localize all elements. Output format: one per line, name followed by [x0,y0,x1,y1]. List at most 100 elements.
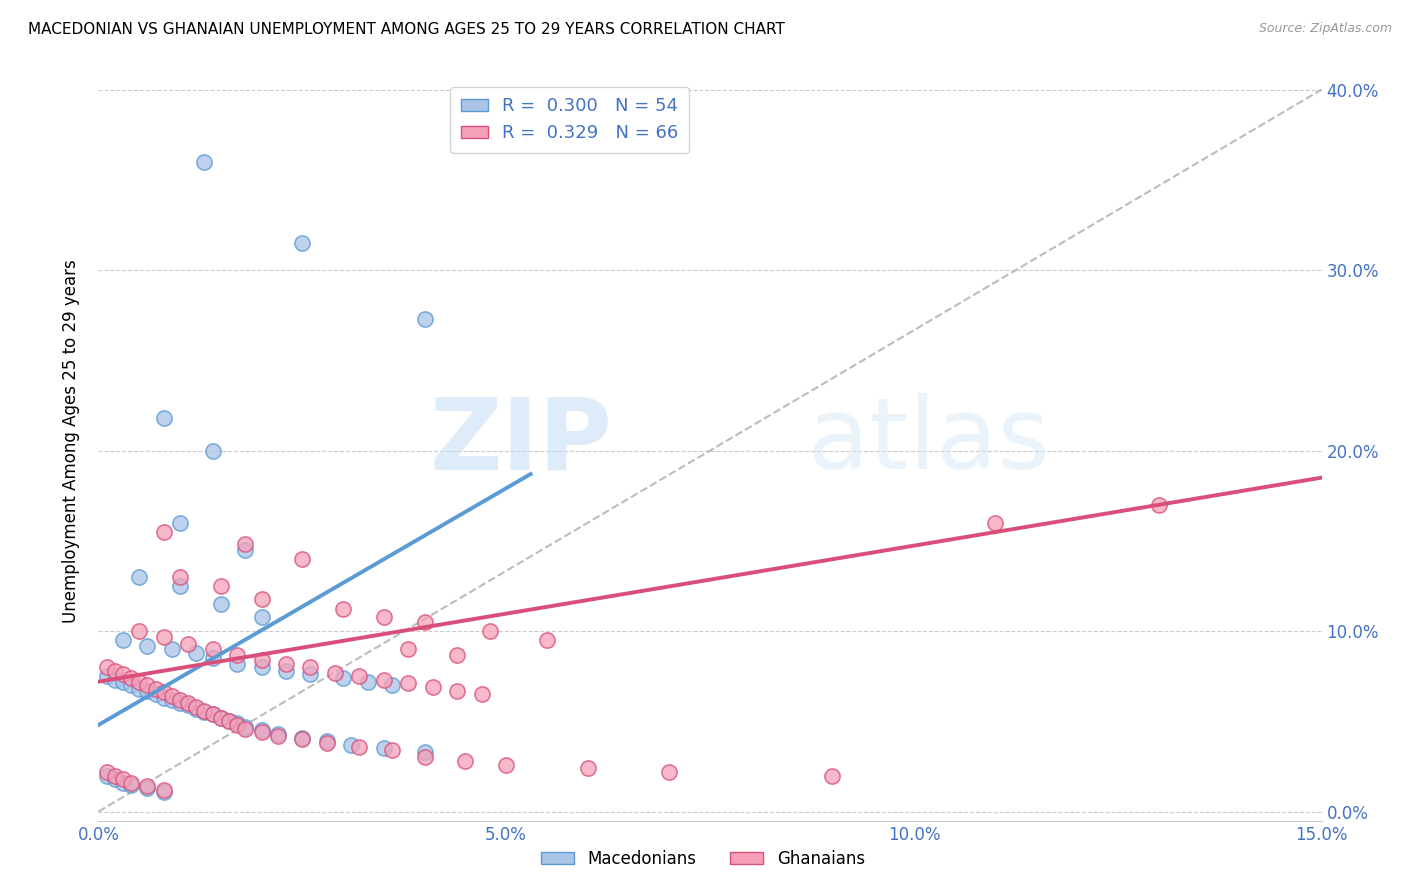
Point [349,739,371,754]
Point [315,734,337,748]
Point [373,741,395,756]
Point [193,706,215,720]
Point [136,639,159,653]
Point [267,729,290,743]
Point [356,674,378,689]
Point [96,764,118,779]
Point [201,651,224,665]
Point [299,667,322,681]
Point [373,673,395,687]
Point [226,648,249,662]
Point [136,780,159,794]
Point [128,681,150,696]
Point [193,704,215,718]
Point [576,761,599,775]
Point [177,698,200,712]
Point [291,731,314,745]
Point [104,768,127,782]
Point [274,657,297,671]
Point [152,524,174,539]
Text: ZIP: ZIP [429,393,612,490]
Point [274,664,297,678]
Text: Source: ZipAtlas.com: Source: ZipAtlas.com [1258,22,1392,36]
Point [120,776,142,790]
Point [233,542,256,557]
Point [478,624,501,639]
Point [536,633,558,648]
Point [396,642,419,657]
Point [250,609,273,624]
Point [381,678,404,692]
Point [201,642,224,657]
Point [96,768,118,782]
Point [169,570,191,584]
Point [201,707,224,722]
Point [984,516,1007,530]
Point [209,711,232,725]
Point [186,702,208,716]
Point [145,687,167,701]
Point [250,660,273,674]
Point [209,711,232,725]
Point [136,781,159,796]
Point [233,537,256,551]
Point [381,743,404,757]
Point [299,660,322,674]
Point [226,657,249,671]
Point [96,660,118,674]
Point [422,680,444,694]
Point [340,738,363,752]
Point [201,443,224,458]
Point [152,630,174,644]
Point [152,783,174,797]
Point [177,696,200,710]
Point [111,776,134,790]
Point [111,667,134,681]
Point [169,692,191,706]
Point [373,609,395,624]
Point [186,646,208,660]
Point [226,716,249,731]
Point [104,664,127,678]
Point [145,681,167,696]
Point [250,653,273,667]
Point [169,696,191,710]
Point [186,699,208,714]
Text: MACEDONIAN VS GHANAIAN UNEMPLOYMENT AMONG AGES 25 TO 29 YEARS CORRELATION CHART: MACEDONIAN VS GHANAIAN UNEMPLOYMENT AMON… [28,22,785,37]
Point [446,648,468,662]
Legend: Macedonians, Ghanaians: Macedonians, Ghanaians [534,844,872,875]
Point [226,718,249,732]
Point [233,720,256,734]
Point [120,778,142,792]
Point [349,669,371,683]
Point [128,570,150,584]
Point [495,757,517,772]
Point [471,687,494,701]
Point [250,591,273,606]
Point [177,637,200,651]
Point [218,714,240,729]
Point [413,750,436,764]
Point [821,768,844,782]
Point [250,723,273,738]
Point [128,674,150,689]
Point [152,785,174,799]
Point [413,745,436,759]
Point [193,154,215,169]
Point [446,683,468,698]
Point [396,676,419,690]
Point [160,642,183,657]
Point [111,633,134,648]
Point [169,579,191,593]
Point [136,678,159,692]
Point [104,772,127,786]
Text: atlas: atlas [808,393,1049,490]
Point [323,665,346,680]
Point [658,764,681,779]
Point [267,727,290,741]
Point [209,597,232,611]
Point [218,714,240,729]
Point [291,552,314,566]
Point [454,754,477,768]
Point [152,411,174,425]
